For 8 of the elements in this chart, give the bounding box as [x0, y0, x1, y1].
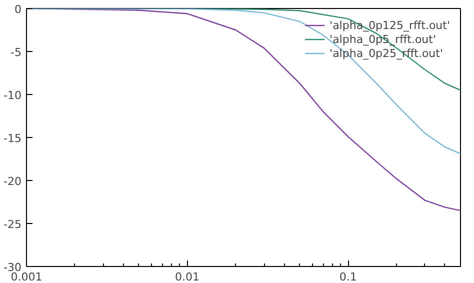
- x-tick-label: 0.1: [339, 270, 357, 283]
- y-tick-label: -5: [10, 46, 22, 59]
- x-tick-label: 0.01: [175, 270, 200, 283]
- y-tick-label: -10: [4, 89, 22, 102]
- y-tick-label: -15: [4, 132, 22, 145]
- y-tick-label: -25: [4, 218, 22, 231]
- y-tick-label: -20: [4, 175, 22, 188]
- y-tick-label: 0: [14, 3, 22, 16]
